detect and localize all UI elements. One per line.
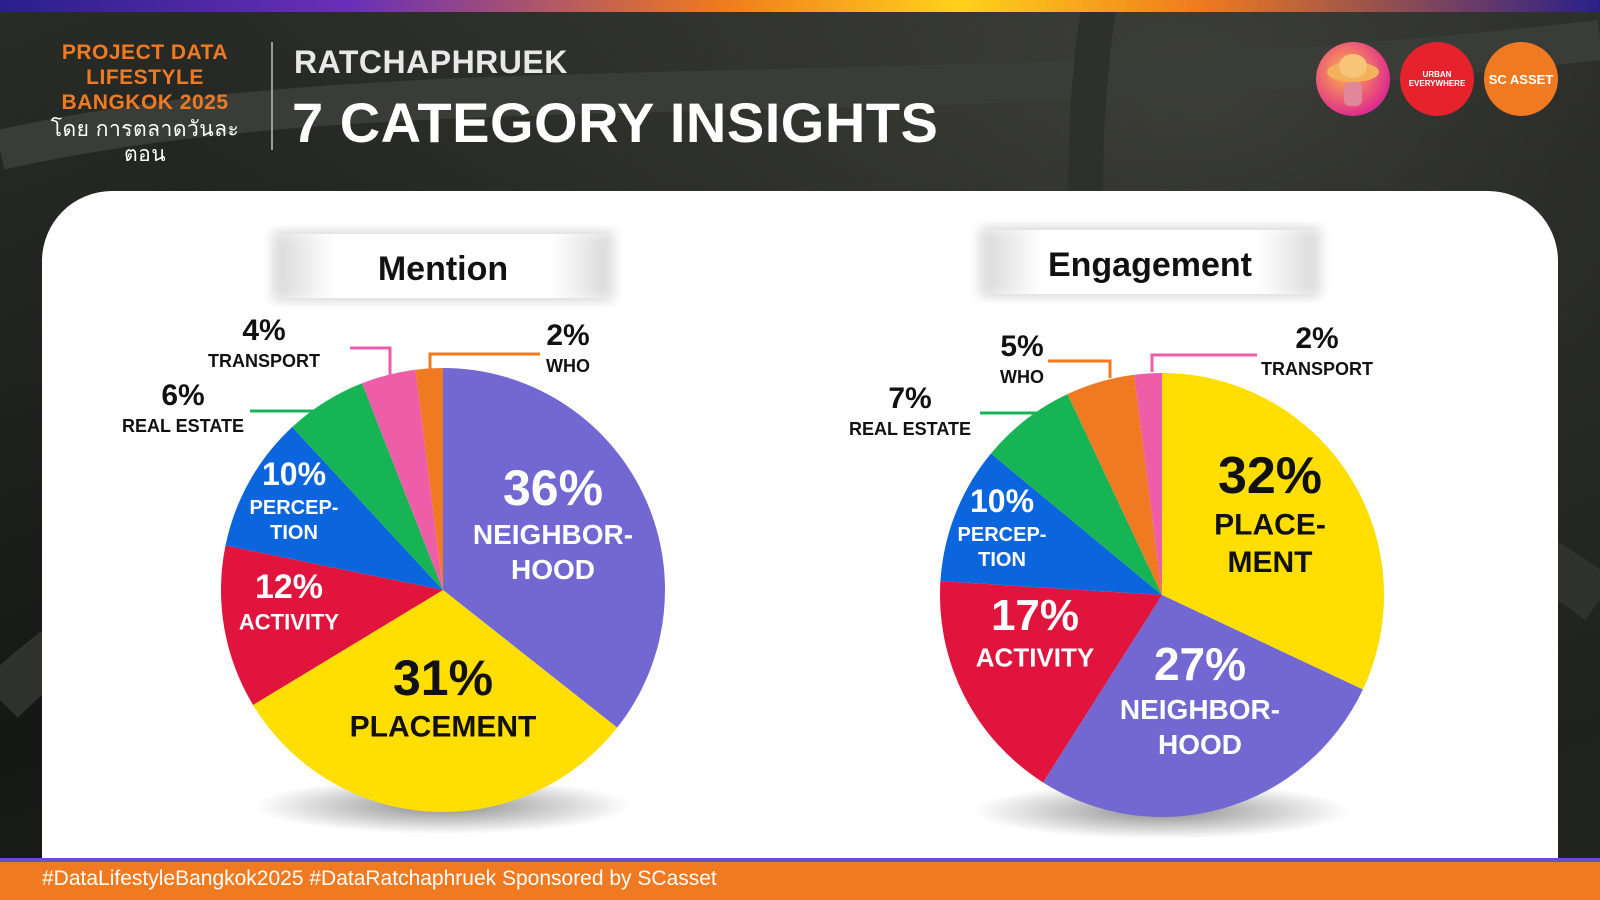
category-label-placement: PLACE-	[1214, 509, 1326, 542]
category-label-activity: ACTIVITY	[976, 643, 1094, 673]
pie-charts: Mention36%NEIGHBOR-HOOD31%PLACEMENT12%AC…	[0, 0, 1600, 900]
category-label-placement: MENT	[1228, 546, 1313, 579]
value-label-transport: 2%	[1295, 322, 1338, 355]
footer-hashtags: #DataLifestyleBangkok2025 #DataRatchaphr…	[42, 862, 717, 896]
value-label-transport: 4%	[242, 314, 285, 347]
value-label-activity: 17%	[991, 591, 1079, 640]
value-label-neighborhood: 27%	[1154, 638, 1246, 690]
value-label-activity: 12%	[255, 568, 323, 606]
value-label-placement: 32%	[1218, 447, 1322, 505]
value-label-real-estate: 6%	[161, 379, 204, 412]
category-label-placement: PLACEMENT	[350, 711, 537, 744]
leader-line-transport	[1152, 355, 1257, 372]
leader-line-transport	[350, 348, 390, 375]
chart-title: Engagement	[1048, 246, 1252, 284]
category-label-neighborhood: NEIGHBOR-	[473, 519, 633, 550]
category-label-who: WHO	[1000, 367, 1044, 387]
category-label-neighborhood: HOOD	[511, 554, 595, 585]
leader-line-who	[1048, 361, 1110, 378]
category-label-transport: TRANSPORT	[208, 351, 320, 371]
category-label-perception: TION	[270, 522, 318, 544]
value-label-placement: 31%	[393, 650, 493, 706]
category-label-activity: ACTIVITY	[239, 610, 340, 635]
value-label-perception: 10%	[262, 456, 326, 492]
mention-pie-chart: Mention 36%NEIGHBOR- HOOD 31% PLACEMENT 12% AC…	[122, 232, 665, 834]
engagement-pie-chart: Engagement 32% PLACE- MENT 27% NEIGHBOR- HOOD 1…	[849, 228, 1384, 839]
category-label-transport: TRANSPORT	[1261, 359, 1373, 379]
category-label-perception: PERCEP-	[958, 524, 1047, 546]
category-label-real-estate: REAL ESTATE	[849, 419, 971, 439]
value-label-who: 2%	[546, 319, 589, 352]
category-label-neighborhood: NEIGHBOR-	[1120, 694, 1280, 725]
chart-title: Mention	[378, 250, 508, 288]
value-label-perception: 10%	[970, 483, 1034, 519]
value-label-neighborhood: 36%	[503, 460, 603, 516]
value-label-real-estate: 7%	[888, 382, 931, 415]
category-label-perception: TION	[978, 549, 1026, 571]
category-label-real-estate: REAL ESTATE	[122, 416, 244, 436]
category-label-neighborhood: HOOD	[1158, 729, 1242, 760]
category-label-who: WHO	[546, 356, 590, 376]
category-label-perception: PERCEP-	[250, 497, 339, 519]
value-label-who: 5%	[1000, 330, 1043, 363]
